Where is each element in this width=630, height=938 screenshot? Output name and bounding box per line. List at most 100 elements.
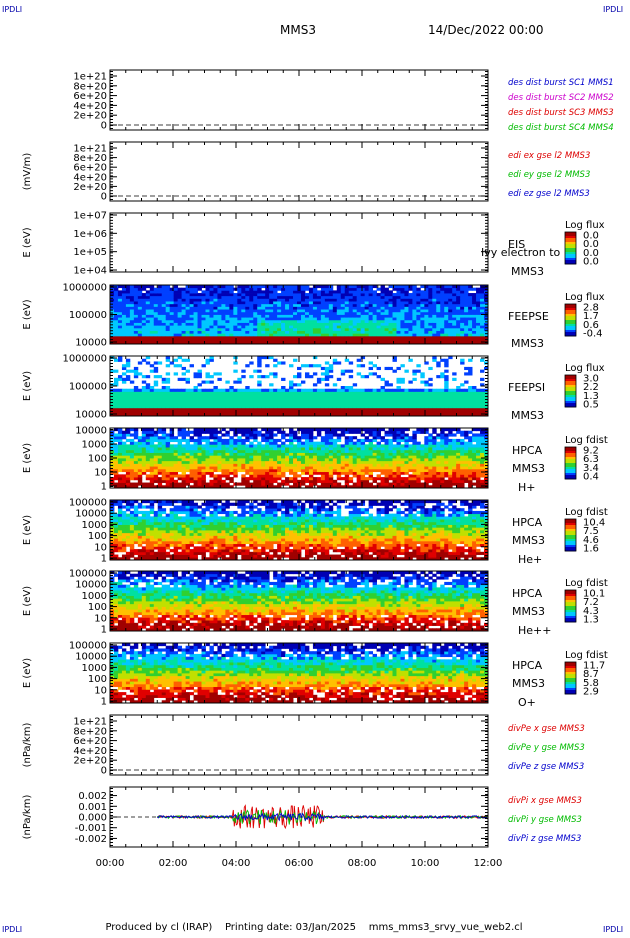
spectrogram-cell <box>150 453 154 456</box>
spectrogram-cell <box>452 312 456 315</box>
spectrogram-cell <box>126 450 130 453</box>
spectrogram-cell <box>217 304 221 307</box>
spectrogram-cell <box>245 391 249 394</box>
spectrogram-cell <box>301 469 305 472</box>
spectrogram-cell <box>154 458 158 461</box>
spectrogram-cell <box>329 450 333 453</box>
spectrogram-cell <box>225 450 229 453</box>
spectrogram-cell <box>333 389 337 392</box>
spectrogram-cell <box>174 405 178 408</box>
spectrogram-cell <box>476 339 480 342</box>
spectrogram-cell <box>190 328 194 331</box>
spectrogram-cell <box>174 463 178 466</box>
spectrogram-cell <box>476 296 480 299</box>
spectrogram-cell <box>293 312 297 315</box>
spectrogram-cell <box>253 336 257 339</box>
spectrogram-cell <box>150 301 154 304</box>
spectrogram-cell <box>321 333 325 336</box>
spectrogram-cell <box>377 331 381 334</box>
spectrogram-cell <box>428 336 432 339</box>
spectrogram-cell <box>285 298 289 301</box>
spectrogram-cell <box>261 411 265 414</box>
spectrogram-cell <box>317 397 321 400</box>
spectrogram-cell <box>464 389 468 392</box>
spectrogram-cell <box>381 288 385 291</box>
spectrogram-cell <box>170 450 174 453</box>
spectrogram-cell <box>341 336 345 339</box>
spectrogram-cell <box>190 450 194 453</box>
spectrogram-cell <box>209 333 213 336</box>
spectrogram-cell <box>178 298 182 301</box>
spectrogram-cell <box>408 397 412 400</box>
spectrogram-cell <box>361 391 365 394</box>
spectrogram-cell <box>357 391 361 394</box>
spectrogram-cell <box>345 400 349 403</box>
spectrogram-cell <box>241 320 245 323</box>
spectrogram-cell <box>257 442 261 445</box>
spectrogram-cell <box>229 439 233 442</box>
spectrogram-cell <box>126 359 130 362</box>
spectrogram-cell <box>325 317 329 320</box>
spectrogram-cell <box>444 378 448 381</box>
spectrogram-cell <box>345 323 349 326</box>
spectrogram-cell <box>221 439 225 442</box>
spectrogram-cell <box>146 461 150 464</box>
spectrogram-cell <box>416 333 420 336</box>
spectrogram-cell <box>146 306 150 309</box>
spectrogram-cell <box>321 474 325 477</box>
spectrogram-cell <box>114 339 118 342</box>
spectrogram-cell <box>221 293 225 296</box>
spectrogram-cell <box>162 323 166 326</box>
spectrogram-cell <box>480 328 484 331</box>
spectrogram-cell <box>333 333 337 336</box>
spectrogram-cell <box>225 461 229 464</box>
spectrogram-cell <box>273 336 277 339</box>
spectrogram-cell <box>377 325 381 328</box>
spectrogram-cell <box>158 439 162 442</box>
spectrogram-cell <box>114 436 118 439</box>
spectrogram-cell <box>424 293 428 296</box>
spectrogram-cell <box>194 411 198 414</box>
spectrogram-cell <box>353 288 357 291</box>
spectrogram-cell <box>420 381 424 384</box>
spectrogram-cell <box>325 402 329 405</box>
spectrogram-cell <box>325 477 329 480</box>
spectrogram-cell <box>162 439 166 442</box>
spectrogram-cell <box>194 317 198 320</box>
spectrogram-cell <box>281 444 285 447</box>
spectrogram-cell <box>194 288 198 291</box>
spectrogram-cell <box>305 480 309 483</box>
spectrogram-cell <box>301 436 305 439</box>
spectrogram-cell <box>396 391 400 394</box>
spectrogram-cell <box>229 463 233 466</box>
spectrogram-cell <box>297 394 301 397</box>
spectrogram-cell <box>301 336 305 339</box>
spectrogram-cell <box>464 339 468 342</box>
spectrogram-cell <box>150 450 154 453</box>
spectrogram-cell <box>130 301 134 304</box>
spectrogram-cell <box>221 455 225 458</box>
spectrogram-cell <box>190 463 194 466</box>
spectrogram-cell <box>213 391 217 394</box>
spectrogram-cell <box>377 315 381 318</box>
spectrogram-cell <box>369 361 373 364</box>
spectrogram-cell <box>194 402 198 405</box>
spectrogram-cell <box>150 436 154 439</box>
spectrogram-cell <box>289 439 293 442</box>
spectrogram-cell <box>416 309 420 312</box>
spectrogram-cell <box>293 450 297 453</box>
spectrogram-cell <box>257 333 261 336</box>
spectrogram-cell <box>385 309 389 312</box>
ytick-label: 10000 <box>75 410 107 421</box>
spectrogram-cell <box>174 389 178 392</box>
spectrogram-cell <box>126 439 130 442</box>
spectrogram-cell <box>249 455 253 458</box>
spectrogram-cell <box>281 480 285 483</box>
spectrogram-cell <box>253 474 257 477</box>
spectrogram-cell <box>237 436 241 439</box>
spectrogram-cell <box>301 391 305 394</box>
spectrogram-cell <box>229 325 233 328</box>
spectrogram-cell <box>301 455 305 458</box>
spectrogram-cell <box>237 400 241 403</box>
spectrogram-cell <box>249 306 253 309</box>
